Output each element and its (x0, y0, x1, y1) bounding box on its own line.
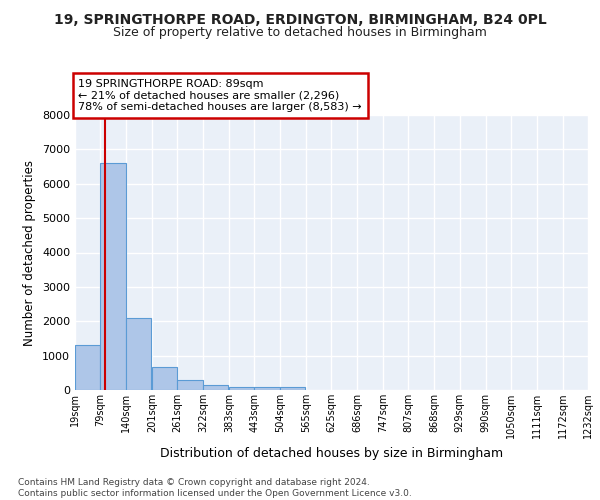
Bar (229, 386, 254, 390)
Bar (280, 386, 305, 390)
Bar (126, 318, 151, 390)
Text: Contains HM Land Registry data © Crown copyright and database right 2024.
Contai: Contains HM Land Registry data © Crown c… (18, 478, 412, 498)
Bar (100, 163, 125, 390)
Bar (254, 388, 280, 390)
Bar (203, 385, 229, 390)
Bar (178, 380, 203, 390)
Text: 19 SPRINGTHORPE ROAD: 89sqm
← 21% of detached houses are smaller (2,296)
78% of : 19 SPRINGTHORPE ROAD: 89sqm ← 21% of det… (79, 79, 362, 112)
Y-axis label: Number of detached properties: Number of detached properties (23, 160, 37, 346)
Text: 19, SPRINGTHORPE ROAD, ERDINGTON, BIRMINGHAM, B24 0PL: 19, SPRINGTHORPE ROAD, ERDINGTON, BIRMIN… (53, 12, 547, 26)
Bar (75, 346, 100, 390)
Text: Size of property relative to detached houses in Birmingham: Size of property relative to detached ho… (113, 26, 487, 39)
Bar (152, 366, 177, 390)
X-axis label: Distribution of detached houses by size in Birmingham: Distribution of detached houses by size … (160, 446, 503, 460)
